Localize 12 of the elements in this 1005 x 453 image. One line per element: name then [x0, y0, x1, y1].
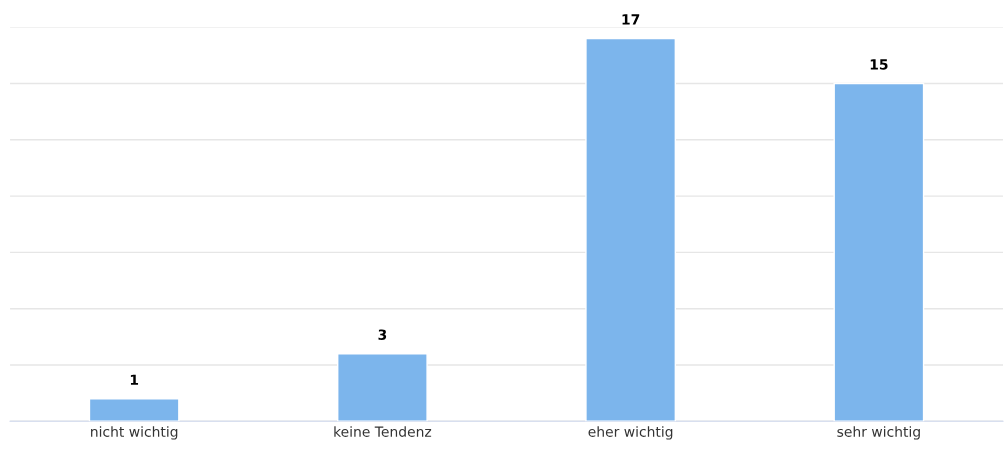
bar [833, 82, 925, 422]
bar [88, 398, 180, 422]
data-label: 1 [130, 374, 139, 385]
data-label: 17 [622, 14, 640, 25]
bar [337, 353, 428, 422]
bar [585, 37, 677, 422]
x-tick-label: eher wichtig [588, 426, 673, 440]
x-tick-label: nicht wichtig [91, 426, 178, 440]
x-tick-label: sehr wichtig [837, 426, 920, 440]
x-tick-label: keine Tendenz [334, 426, 432, 437]
data-label: 3 [378, 329, 387, 340]
data-label: 15 [870, 59, 888, 70]
